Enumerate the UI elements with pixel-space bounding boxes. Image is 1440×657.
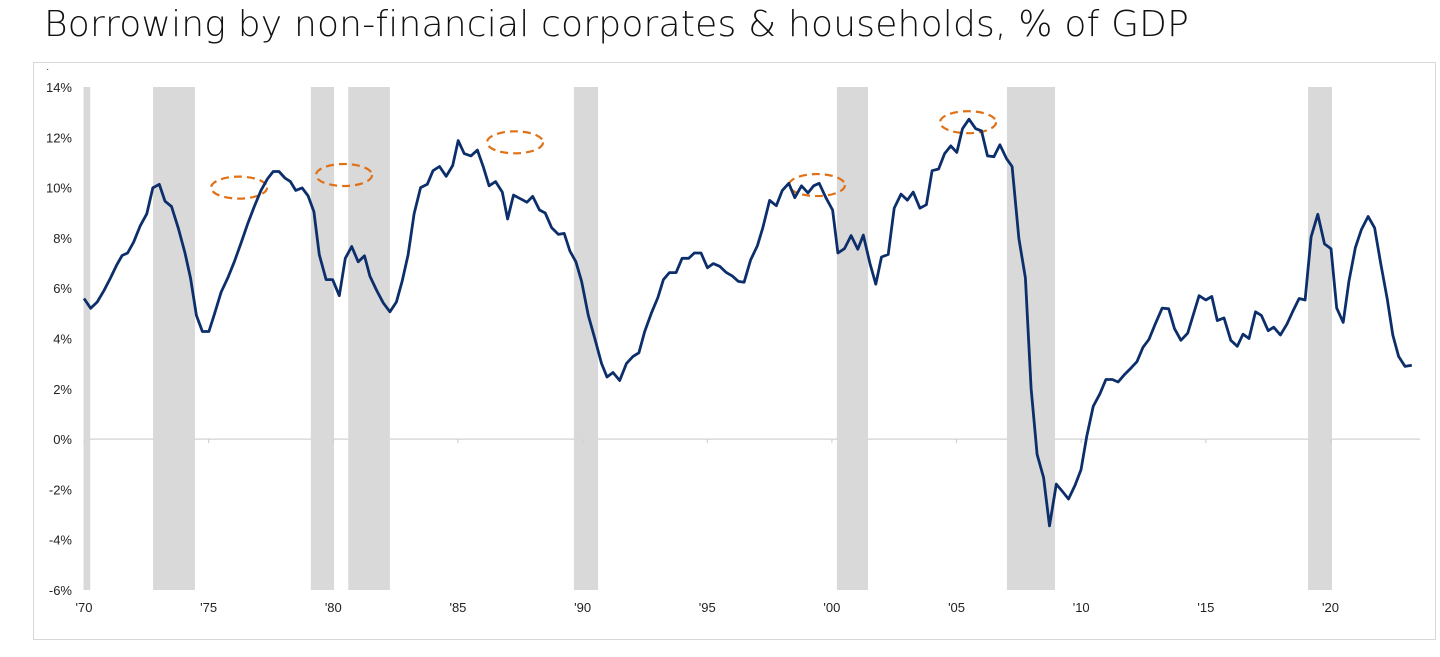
recession-bands	[84, 87, 1332, 590]
series-line	[82, 117, 1413, 528]
x-tick-label: '75	[200, 600, 217, 615]
chart-frame	[33, 62, 1436, 640]
annotation-ellipse	[787, 172, 847, 198]
x-tick-label: '05	[948, 600, 965, 615]
x-tick-label: '95	[699, 600, 716, 615]
x-tick-label: '00	[823, 600, 840, 615]
annotation-ellipse	[314, 162, 374, 188]
recession-band	[348, 87, 390, 590]
recession-band	[310, 87, 335, 590]
y-tick-label: -2%	[49, 482, 73, 497]
recession-band	[84, 87, 91, 590]
y-tick-label: 14%	[46, 80, 72, 95]
y-tick-label: 4%	[53, 332, 72, 347]
annotation-ellipse	[938, 110, 998, 135]
recession-band	[1308, 87, 1332, 590]
y-tick-label: 2%	[53, 382, 72, 397]
y-tick-label: 10%	[46, 181, 72, 196]
y-tick-label: 12%	[46, 130, 72, 145]
recession-band	[153, 87, 195, 590]
y-tick-label: 6%	[53, 281, 72, 296]
axes: 14% 12% 10% 8% 6% 4% 2% 0% -2% -4% -6%'70 '75 '80 '85…	[46, 80, 1420, 615]
annotation-ellipse	[209, 175, 269, 200]
series	[82, 117, 1413, 528]
stray-dot: ·	[46, 64, 50, 75]
y-tick-label: 8%	[53, 231, 72, 246]
x-tick-label: '10	[1073, 600, 1090, 615]
x-tick-label: '70	[76, 600, 93, 615]
x-tick-label: '80	[325, 600, 342, 615]
recession-band	[836, 87, 869, 590]
x-tick-label: '20	[1322, 600, 1339, 615]
x-tick-label: '15	[1197, 600, 1214, 615]
y-tick-label: -4%	[49, 533, 73, 548]
chart-title: Borrowing by non-financial corporates & …	[44, 4, 1190, 45]
annotation-ellipse	[485, 130, 545, 155]
annotations	[209, 110, 998, 200]
x-tick-label: '90	[574, 600, 591, 615]
y-tick-label: -6%	[49, 583, 73, 598]
y-tick-label: 0%	[53, 432, 72, 447]
x-tick-label: '85	[449, 600, 466, 615]
